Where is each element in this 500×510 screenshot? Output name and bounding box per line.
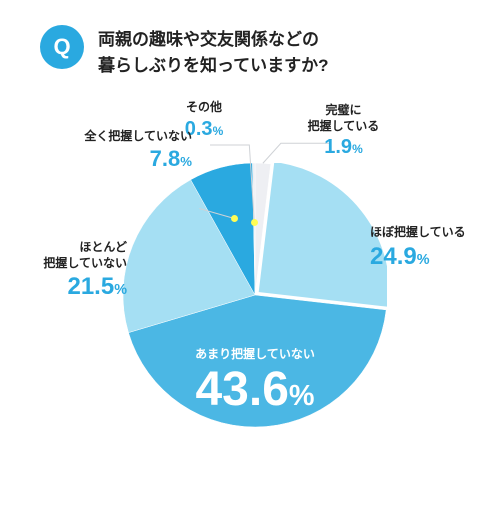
dot-notatall: [231, 215, 238, 222]
label-notatall-text: 全く把握していない: [84, 129, 192, 143]
label-mostly-val: 24.9: [370, 243, 417, 270]
label-perfect-val: 1.9: [324, 136, 352, 158]
question-header: Q 両親の趣味や交友関係などの 暮らしぶりを知っていますか?: [40, 25, 329, 78]
question-text: 両親の趣味や交友関係などの 暮らしぶりを知っていますか?: [98, 25, 329, 78]
dot-other: [251, 219, 258, 226]
pie-chart-area: その他 0.3% 完璧に把握している 1.9% 全く把握していない 7.8% ほ…: [0, 100, 500, 500]
label-little: ほとんど把握していない 21.5%: [22, 240, 127, 302]
label-notatall: 全く把握していない 7.8%: [64, 129, 192, 173]
label-mostly-text: ほぼ把握している: [370, 225, 466, 239]
leader-other: [210, 145, 254, 222]
q-letter: Q: [53, 34, 70, 60]
label-other-text: その他: [186, 100, 222, 114]
leader-notatall: [199, 209, 234, 219]
question-line2: 暮らしぶりを知っていますか?: [98, 56, 329, 75]
label-mostly: ほぼ把握している 24.9%: [370, 225, 480, 272]
label-perfect: 完璧に把握している 1.9%: [296, 103, 391, 160]
label-notatall-val: 7.8: [150, 146, 181, 171]
label-perfect-text: 完璧に把握している: [308, 103, 380, 133]
label-notreally-val: 43.6: [195, 363, 288, 416]
label-little-text: ほとんど把握していない: [43, 240, 127, 270]
label-notreally: あまり把握していない 43.6%: [170, 347, 340, 421]
label-little-val: 21.5: [67, 273, 114, 300]
question-line1: 両親の趣味や交友関係などの: [98, 30, 319, 49]
q-badge: Q: [40, 25, 84, 69]
